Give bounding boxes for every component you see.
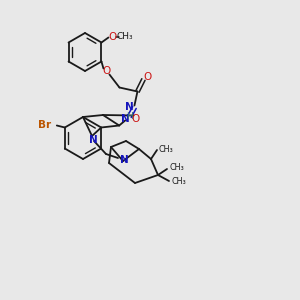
Text: N: N [121,115,130,124]
Text: CH₃: CH₃ [172,178,186,187]
Text: H: H [126,112,133,121]
Text: CH₃: CH₃ [116,32,133,41]
Text: N: N [125,101,134,112]
Text: N: N [120,155,128,165]
Text: O: O [108,32,117,41]
Text: O: O [102,67,111,76]
Text: CH₃: CH₃ [169,164,184,172]
Text: N: N [88,135,98,145]
Text: Br: Br [38,119,51,130]
Text: O: O [131,113,139,124]
Text: CH₃: CH₃ [159,145,173,154]
Text: O: O [143,71,152,82]
